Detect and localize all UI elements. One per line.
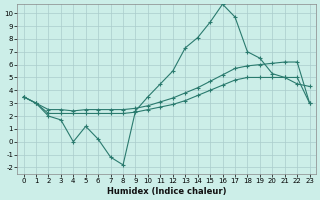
X-axis label: Humidex (Indice chaleur): Humidex (Indice chaleur) (107, 187, 226, 196)
